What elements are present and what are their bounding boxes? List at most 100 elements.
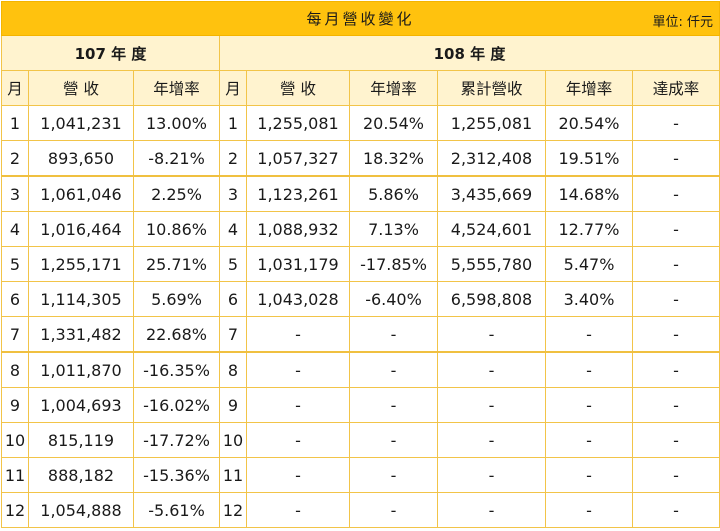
table-row: 8 1,011,870 -16.35% 8 - - - - - [1,351,720,388]
yoy-108: - [349,422,438,458]
achievement-108: - [631,140,720,177]
revenue-107: 1,011,870 [28,351,134,388]
yoy-108: 5.86% [349,175,438,212]
table-row: 12 1,054,888 -5.61% 12 - - - - - [1,492,720,528]
month-108: 6 [219,281,247,317]
month-107: 1 [1,105,29,141]
month-108: 5 [219,246,247,282]
revenue-108: 1,031,179 [246,246,350,282]
table-row: 5 1,255,171 25.71% 5 1,031,179 -17.85% 5… [1,246,720,282]
month-107: 8 [1,351,29,388]
yoy-108: 7.13% [349,211,438,247]
cumulative-108: - [437,422,546,458]
revenue-107: 1,061,046 [28,175,134,212]
cum-yoy-108: - [545,422,633,458]
month-108: 3 [219,175,247,212]
yoy-108: - [349,387,438,423]
col-yoy-108: 年增率 [349,70,438,106]
achievement-108: - [631,246,720,282]
year-108-header: 108 年 度 [218,35,720,71]
cumulative-108: - [437,316,546,353]
yoy-107: 10.86% [133,211,220,247]
month-108: 7 [219,316,247,353]
cum-yoy-108: 19.51% [545,140,633,177]
cumulative-108: - [437,492,546,528]
revenue-108: 1,057,327 [246,140,350,177]
title-row: 每月營收變化 單位: 仟元 [0,1,720,36]
table-row: 9 1,004,693 -16.02% 9 - - - - - [1,387,720,423]
table-row: 1 1,041,231 13.00% 1 1,255,081 20.54% 1,… [1,105,720,141]
month-107: 3 [1,175,29,212]
month-108: 4 [219,211,247,247]
yoy-107: 2.25% [133,175,220,212]
col-month-108: 月 [219,70,247,106]
table-row: 6 1,114,305 5.69% 6 1,043,028 -6.40% 6,5… [1,281,720,317]
yoy-107: 13.00% [133,105,220,141]
month-108: 1 [219,105,247,141]
cum-yoy-108: - [545,387,633,423]
yoy-107: 22.68% [133,316,220,353]
revenue-107: 1,255,171 [28,246,134,282]
col-yoy-107: 年增率 [133,70,220,106]
yoy-108: -17.85% [349,246,438,282]
revenue-108: - [246,351,350,388]
yoy-107: 5.69% [133,281,220,317]
cumulative-108: - [437,457,546,493]
revenue-108: - [246,316,350,353]
revenue-108: - [246,422,350,458]
achievement-108: - [631,387,720,423]
cum-yoy-108: 12.77% [545,211,633,247]
revenue-107: 815,119 [28,422,134,458]
yoy-107: -16.02% [133,387,220,423]
yoy-107: 25.71% [133,246,220,282]
table-row: 2 893,650 -8.21% 2 1,057,327 18.32% 2,31… [1,140,720,177]
month-107: 7 [1,316,29,353]
yoy-108: - [349,316,438,353]
achievement-108: - [631,175,720,212]
yoy-107: -17.72% [133,422,220,458]
achievement-108: - [631,211,720,247]
unit-label: 單位: 仟元 [652,15,714,30]
revenue-108: 1,123,261 [246,175,350,212]
revenue-107: 1,004,693 [28,387,134,423]
cumulative-108: 2,312,408 [437,140,546,177]
month-107: 2 [1,140,29,177]
month-108: 11 [219,457,247,493]
cum-yoy-108: 20.54% [545,105,633,141]
cum-yoy-108: 14.68% [545,175,633,212]
achievement-108: - [631,281,720,317]
col-revenue-107: 營 收 [28,70,134,106]
achievement-108: - [631,457,720,493]
month-107: 9 [1,387,29,423]
yoy-107: -8.21% [133,140,220,177]
yoy-107: -15.36% [133,457,220,493]
revenue-108: - [246,457,350,493]
cum-yoy-108: - [545,351,633,388]
revenue-108: - [246,387,350,423]
cumulative-108: 5,555,780 [437,246,546,282]
month-107: 10 [1,422,29,458]
month-107: 11 [1,457,29,493]
month-108: 2 [219,140,247,177]
yoy-108: -6.40% [349,281,438,317]
month-108: 12 [219,492,247,528]
achievement-108: - [631,492,720,528]
col-cumulative-108: 累計營收 [437,70,546,106]
revenue-107: 1,016,464 [28,211,134,247]
revenue-108: - [246,492,350,528]
yoy-108: - [349,492,438,528]
revenue-107: 1,054,888 [28,492,134,528]
yoy-108: 18.32% [349,140,438,177]
table-row: 10 815,119 -17.72% 10 - - - - - [1,422,720,458]
cumulative-108: 4,524,601 [437,211,546,247]
yoy-108: - [349,457,438,493]
month-108: 9 [219,387,247,423]
revenue-107: 888,182 [28,457,134,493]
month-108: 8 [219,351,247,388]
cum-yoy-108: 5.47% [545,246,633,282]
month-107: 4 [1,211,29,247]
month-107: 6 [1,281,29,317]
table-row: 4 1,016,464 10.86% 4 1,088,932 7.13% 4,5… [1,211,720,247]
table-row: 11 888,182 -15.36% 11 - - - - - [1,457,720,493]
